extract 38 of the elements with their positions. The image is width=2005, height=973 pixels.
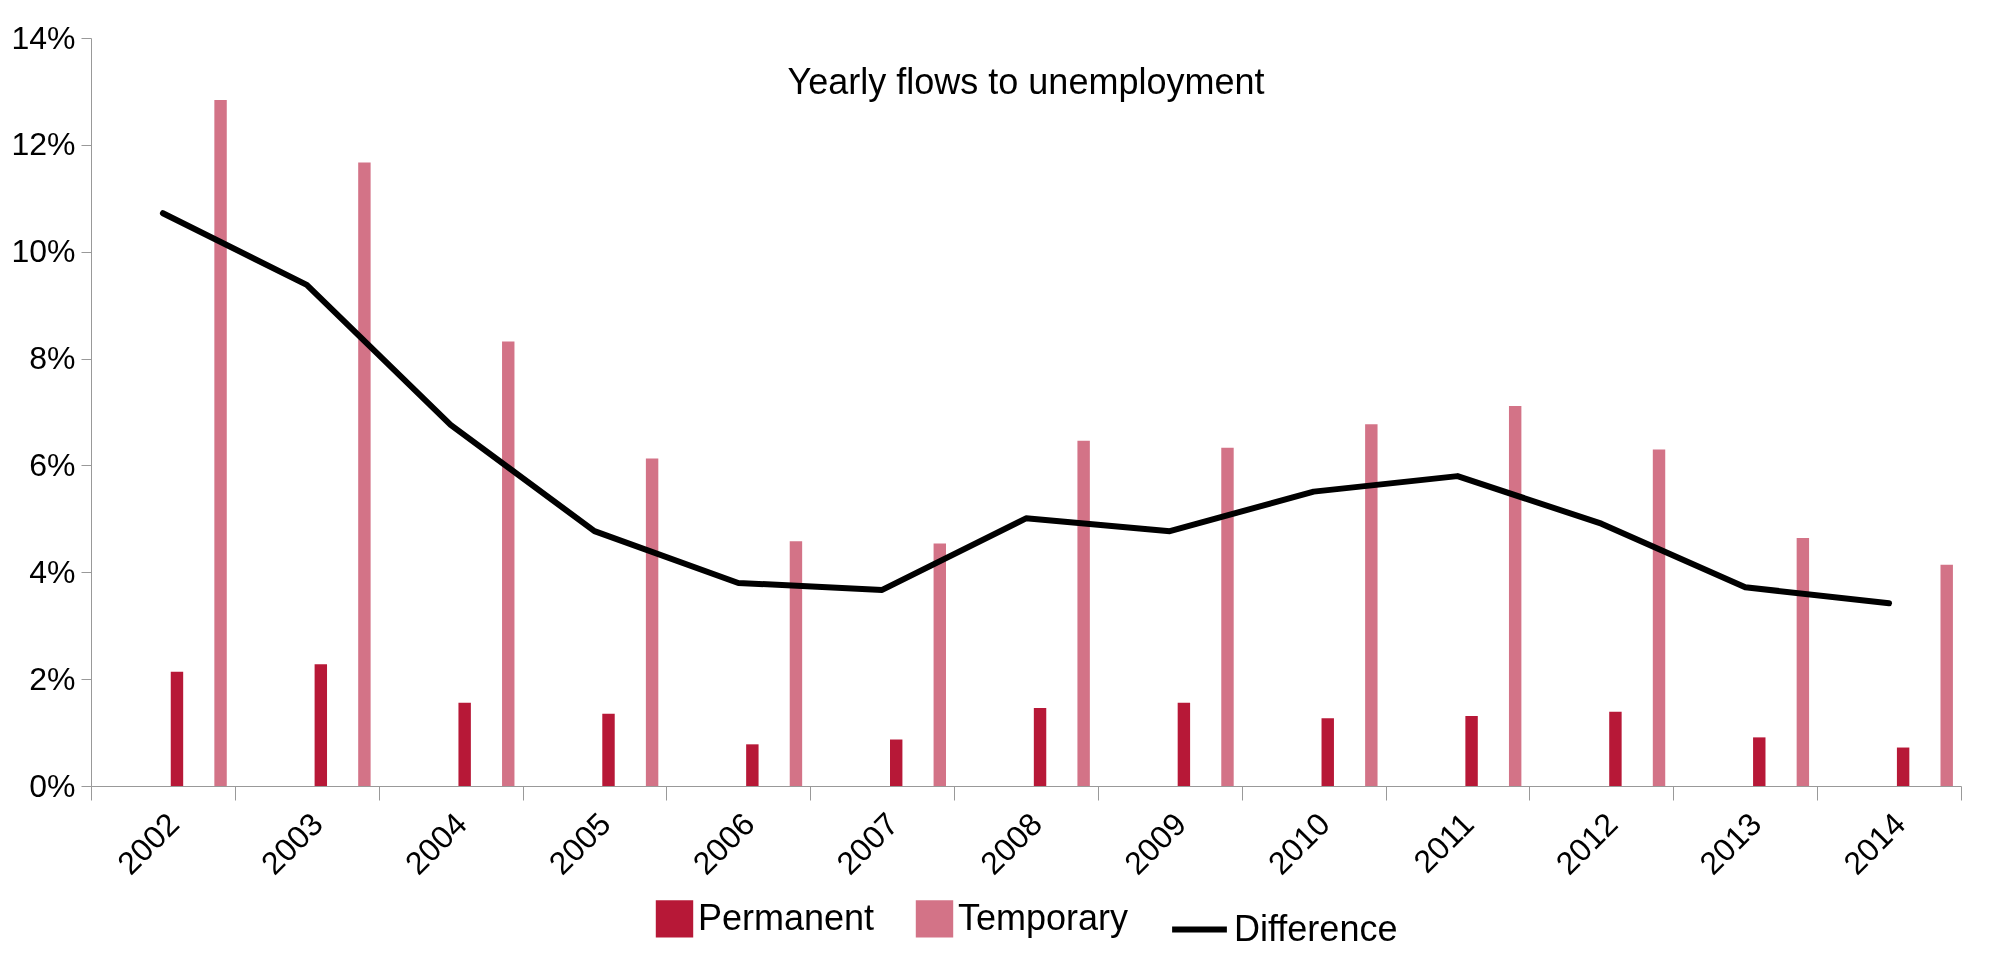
bar [1221, 447, 1234, 786]
bar [645, 458, 659, 786]
y-tick-label: 10% [11, 233, 76, 270]
bar [1896, 747, 1910, 786]
bar [602, 713, 615, 786]
text: Yearly flows to unemployment [787, 61, 1265, 102]
bar [1796, 538, 1810, 786]
bar [1365, 424, 1378, 786]
y-tick-label: 12% [11, 126, 76, 163]
y-tick-label: 2% [29, 660, 76, 697]
bar [1508, 406, 1522, 786]
bar [214, 99, 227, 786]
bar [502, 341, 515, 786]
bar [170, 671, 184, 786]
legend-label: Temporary [958, 896, 1129, 938]
bar [314, 664, 328, 786]
bar [1609, 711, 1622, 786]
bar [1177, 702, 1191, 786]
legend-label: Difference [1234, 907, 1398, 949]
bar [1652, 449, 1666, 786]
bar [1465, 716, 1478, 786]
bar [889, 739, 903, 786]
bar [789, 541, 803, 786]
bar [746, 744, 759, 786]
y-tick-label: 0% [29, 767, 76, 804]
bar [1033, 707, 1047, 786]
legend-label: Permanent [698, 896, 875, 938]
y-tick-label: 14% [11, 19, 76, 56]
bar [458, 702, 471, 786]
bar [1321, 718, 1334, 786]
bar [358, 162, 371, 786]
bar [933, 543, 946, 786]
bar [1077, 440, 1090, 786]
y-tick-label: 6% [29, 446, 76, 483]
bar [1940, 564, 1953, 786]
y-tick-label: 4% [29, 553, 76, 590]
bar [1753, 737, 1766, 786]
y-tick-label: 8% [29, 340, 76, 377]
